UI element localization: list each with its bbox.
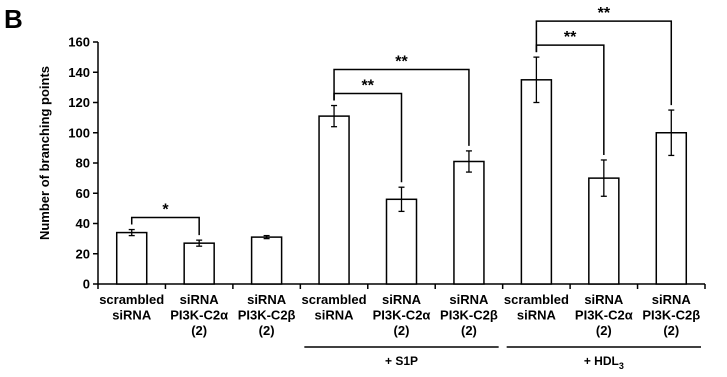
y-tick-label: 140 (68, 65, 90, 80)
x-tick-label: siRNA PI3K-C2α (2) (575, 292, 633, 338)
x-tick-label: siRNA PI3K-C2β (2) (440, 292, 498, 338)
bar (250, 236, 283, 285)
panel-label: B (4, 4, 23, 34)
error-bar (668, 109, 675, 157)
error-bar (465, 150, 472, 173)
y-tick-label: 60 (76, 186, 90, 201)
significance-label: * (162, 202, 169, 219)
bar (385, 198, 418, 285)
group-label: + HDL3 (584, 354, 624, 371)
y-tick-label: 80 (76, 156, 90, 171)
significance-label: ** (598, 5, 611, 22)
bar (115, 231, 148, 285)
error-bar (398, 186, 405, 213)
bar (318, 115, 350, 285)
significance-label: ** (362, 78, 375, 95)
x-tick-label: scrambled siRNA (504, 292, 569, 323)
group-labels: + S1P + HDL3 (304, 346, 701, 371)
error-bar (533, 56, 540, 104)
significance-bracket: ** (535, 5, 673, 106)
significance-bracket: * (130, 202, 200, 236)
bar (183, 242, 215, 285)
y-tick-label: 120 (68, 95, 90, 110)
y-axis: 0 20 40 60 80 100 120 140 160 (68, 35, 99, 292)
significance-label: ** (564, 29, 577, 46)
y-tick-label: 0 (83, 277, 90, 292)
bar (520, 79, 553, 285)
error-bar (331, 104, 338, 128)
error-bar (600, 159, 607, 197)
y-tick-label: 40 (76, 216, 90, 231)
error-bar (128, 228, 135, 237)
x-tick-label: siRNA PI3K-C2β (2) (238, 292, 296, 338)
error-bar (196, 239, 203, 247)
y-tick-label: 100 (68, 125, 90, 140)
x-tick-label: scrambled siRNA (99, 292, 164, 323)
group-label: + S1P (385, 354, 418, 368)
y-axis-label: Number of branching points (37, 66, 52, 240)
x-tick-label: siRNA PI3K-C2α (2) (373, 292, 431, 338)
significance-label: ** (395, 54, 408, 71)
x-tick-label: siRNA PI3K-C2β (2) (642, 292, 700, 338)
x-tick-label: siRNA PI3K-C2α (2) (170, 292, 228, 338)
bars (115, 56, 688, 285)
x-tick-label: scrambled siRNA (302, 292, 367, 323)
error-bar (263, 234, 270, 240)
y-tick-label: 160 (68, 35, 90, 50)
significance-brackets: ********* (130, 5, 673, 236)
bar (453, 160, 485, 285)
y-tick-label: 20 (76, 246, 90, 261)
significance-bracket: ** (333, 54, 470, 146)
